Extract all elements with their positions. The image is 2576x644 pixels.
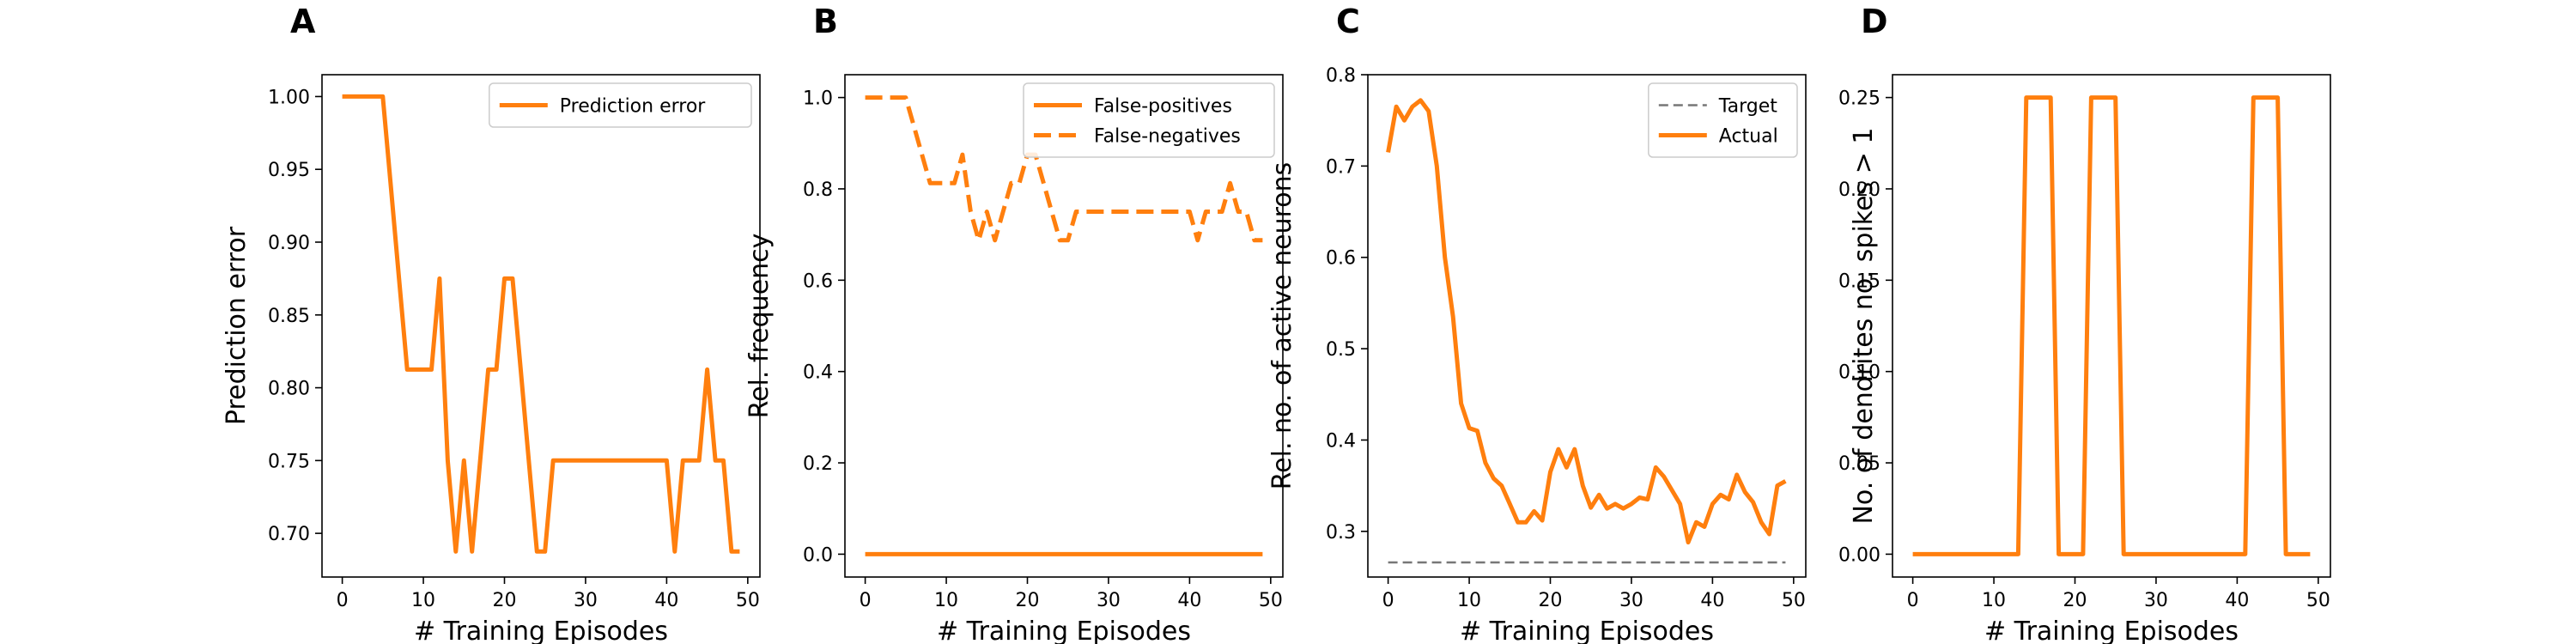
legend-label: False-negatives (1094, 126, 1241, 148)
y-tick-label: 0.6 (803, 270, 833, 292)
series-line-actual (1386, 98, 1787, 545)
x-tick-label: 10 (934, 590, 958, 611)
y-tick-label: 0.6 (1326, 248, 1356, 270)
x-tick-label: 50 (1259, 590, 1283, 611)
x-tick-label: 0 (337, 590, 349, 611)
legend: False-positives False-negatives (1023, 82, 1275, 158)
y-tick-label: 0.10 (1838, 362, 1880, 384)
plot-frame (1892, 74, 2331, 578)
plot-frame (844, 74, 1284, 578)
y-tick-label: 0.70 (268, 524, 310, 545)
plot-frame (321, 74, 761, 578)
x-axis-label: # Training Episodes (1984, 617, 2239, 644)
legend: Target Actual (1648, 82, 1798, 158)
panel-letter: D (1861, 3, 1888, 40)
legend-label: Prediction error (560, 96, 706, 118)
legend-box (1648, 82, 1798, 158)
plot-frame (1367, 74, 1807, 578)
x-tick-label: 20 (1016, 590, 1040, 611)
y-tick-label: 0.00 (1838, 544, 1880, 566)
y-tick-label: 0.2 (803, 453, 833, 475)
panel-d: D 0 10 20 30 40 50 0.00 0.05 0.10 0.15 0.20 0.25 # Tr… (1838, 3, 2331, 644)
x-tick-label: 20 (2063, 590, 2087, 611)
y-tick-label: 0.80 (268, 379, 310, 400)
x-tick-label: 40 (2225, 590, 2249, 611)
x-tick-label: 20 (1539, 590, 1563, 611)
y-tick-label: 0.4 (1326, 430, 1356, 452)
y-tick-label: 0.95 (268, 160, 310, 181)
x-tick-label: 0 (860, 590, 872, 611)
legend-label: Target (1718, 96, 1777, 118)
series-line-prediction-error (342, 94, 740, 554)
y-tick-label: 0.25 (1838, 88, 1880, 110)
y-tick-label: 0.8 (1326, 65, 1356, 87)
x-tick-label: 30 (1619, 590, 1643, 611)
y-tick-label: 0.90 (268, 233, 310, 254)
series-line-false-negatives (865, 95, 1263, 243)
x-tick-label: 50 (1782, 590, 1806, 611)
x-tick-label: 30 (1097, 590, 1121, 611)
x-tick-label: 10 (411, 590, 435, 611)
panel-letter: B (813, 3, 838, 40)
x-tick-label: 0 (1907, 590, 1919, 611)
panel-b: B 0 10 20 30 40 50 0.0 0.2 0.4 0.6 0.8 1.0 # Training… (744, 3, 1284, 644)
x-axis-label: # Training Episodes (414, 617, 668, 644)
x-tick-label: 50 (736, 590, 760, 611)
panel-c: C 0 10 20 30 40 50 0.3 0.4 0.5 0.6 0.7 0.8 # Training… (1267, 3, 1807, 644)
x-tick-label: 40 (654, 590, 678, 611)
x-tick-label: 30 (2144, 590, 2168, 611)
series-line-main (1912, 95, 2311, 556)
x-tick-label: 30 (574, 590, 598, 611)
panel-letter: A (290, 3, 316, 40)
legend-box (489, 82, 752, 128)
x-tick-label: 50 (2306, 590, 2330, 611)
x-tick-label: 40 (1700, 590, 1724, 611)
y-axis-label: Rel. no. of active neurons (1267, 162, 1297, 490)
x-tick-label: 10 (1457, 590, 1481, 611)
y-axis-label: Prediction error (222, 226, 252, 425)
y-tick-label: 0.20 (1838, 179, 1880, 201)
y-tick-label: 0.05 (1838, 453, 1880, 475)
y-tick-label: 0.7 (1326, 156, 1356, 178)
x-tick-label: 20 (493, 590, 517, 611)
y-tick-label: 0.4 (803, 362, 833, 384)
panel-a: A 0 10 20 30 40 50 0.70 0.75 0.80 0.85 0.90 0.95 1.00… (222, 3, 761, 644)
y-axis-label: Rel. frequency (744, 234, 775, 419)
legend: Prediction error (489, 82, 752, 128)
x-tick-label: 40 (1177, 590, 1201, 611)
legend-box (1023, 82, 1275, 158)
y-tick-label: 0.5 (1326, 339, 1356, 361)
x-axis-label: # Training Episodes (1460, 617, 1714, 644)
y-tick-label: 0.15 (1838, 270, 1880, 292)
y-tick-label: 0.3 (1326, 522, 1356, 544)
y-tick-label: 0.8 (803, 179, 833, 201)
x-axis-label: # Training Episodes (937, 617, 1191, 644)
legend-label: False-positives (1094, 96, 1232, 118)
x-tick-label: 0 (1382, 590, 1394, 611)
y-axis-label: No. of dendrites no. spikes > 1 (1849, 127, 1879, 524)
y-tick-label: 1.00 (268, 87, 310, 108)
legend-label: Actual (1719, 126, 1778, 148)
y-tick-label: 0.0 (803, 544, 833, 566)
y-tick-label: 0.75 (268, 451, 310, 472)
y-tick-label: 0.85 (268, 306, 310, 327)
panel-letter: C (1336, 3, 1360, 40)
x-tick-label: 10 (1982, 590, 2006, 611)
y-tick-label: 1.0 (803, 88, 833, 110)
